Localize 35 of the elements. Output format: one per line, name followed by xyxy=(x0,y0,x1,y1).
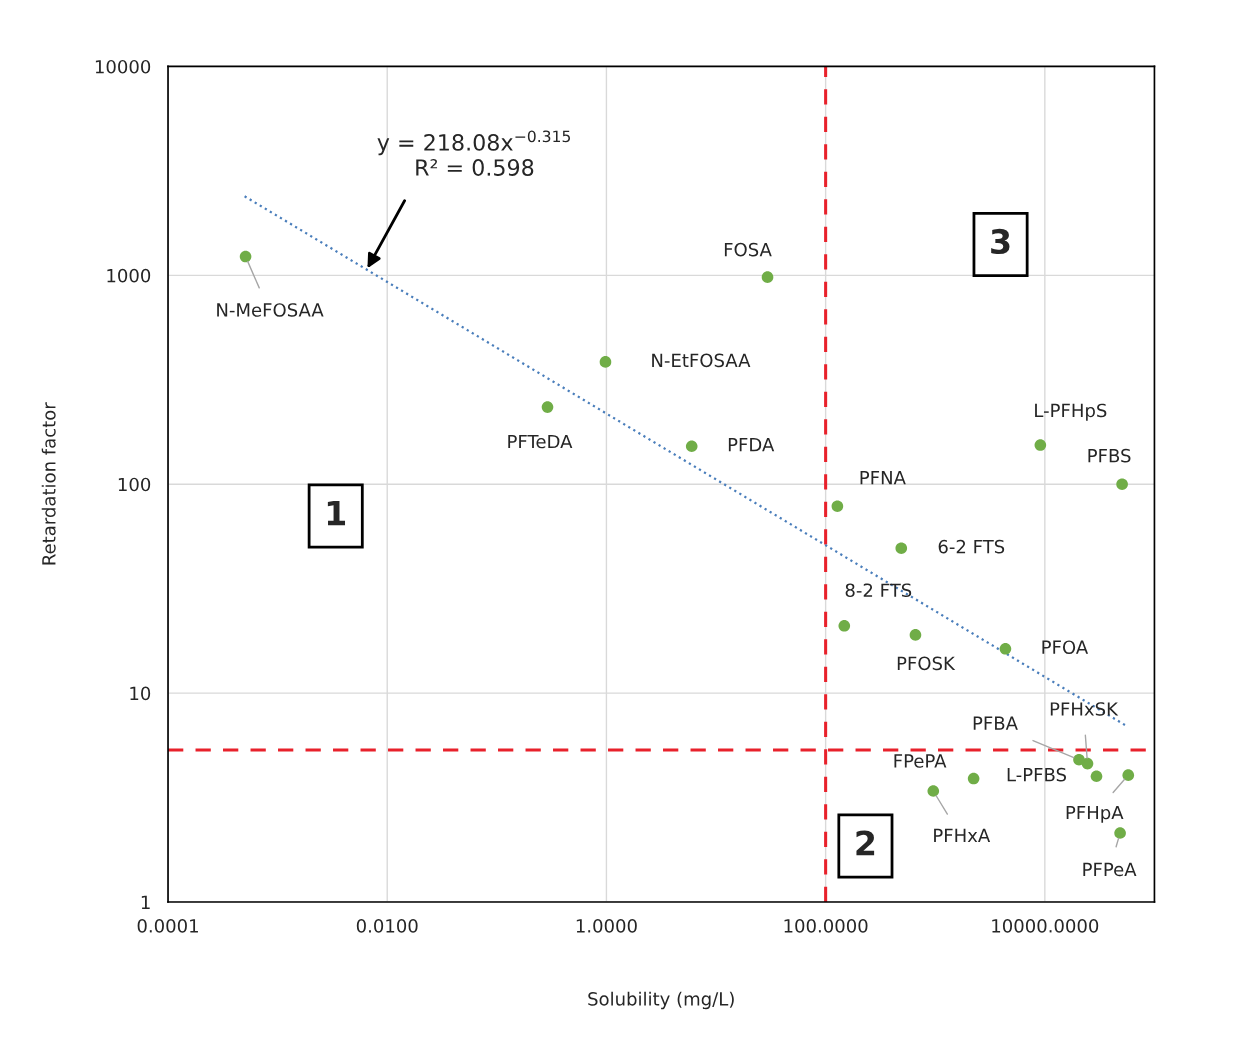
annotation: L-PFHpS xyxy=(1035,403,1107,421)
y-axis-title: Retardation factor xyxy=(41,402,56,565)
annotation: FOSA xyxy=(724,242,772,257)
annotation: PFBA xyxy=(973,716,1018,730)
x-axis-title: Solubility (mg/L) xyxy=(588,991,734,1010)
annotation: FPePA xyxy=(894,754,947,768)
y-tick-label: 100 xyxy=(118,477,151,492)
x-tick-label: 100.0000 xyxy=(784,919,868,933)
x-tick-label: 0.0001 xyxy=(137,919,198,933)
x-tick-label: 10000.0000 xyxy=(992,919,1099,933)
annotation: PFTeDA xyxy=(508,434,573,449)
annotation: PFHpA xyxy=(1066,805,1124,823)
y-tick-label: 10 xyxy=(130,686,151,701)
annotation: 2 xyxy=(856,830,875,856)
annotation: 1 xyxy=(327,500,346,526)
y-tick-label: 1000 xyxy=(107,268,151,283)
annotation: PFOA xyxy=(1042,640,1089,655)
annotation: N-EtFOSAA xyxy=(652,353,751,368)
annotation: 3 xyxy=(991,228,1010,255)
annotation: N-MeFOSAA xyxy=(217,303,324,317)
annotation: PFPeA xyxy=(1083,862,1137,877)
x-tick-label: 0.0100 xyxy=(356,919,418,933)
annotation: y = 218.08x$^{−0.315}$ R² = 0.598 xyxy=(377,130,571,176)
y-tick-label: 10000 xyxy=(95,59,151,74)
annotation: PFNA xyxy=(860,471,906,485)
annotation: PFOSK xyxy=(897,656,956,671)
annotation: PFDA xyxy=(728,438,775,452)
annotation: PFHxSK xyxy=(1050,702,1119,716)
annotation: 6-2 FTS xyxy=(938,539,1005,554)
annotation: PFBS xyxy=(1088,448,1131,463)
annotation: PFHxA xyxy=(934,828,991,842)
x-tick-label: 1.0000 xyxy=(576,919,637,933)
y-tick-label: 1 xyxy=(141,895,150,909)
annotation: 8-2 FTS xyxy=(845,583,912,598)
annotation: L-PFBS xyxy=(1007,767,1067,782)
